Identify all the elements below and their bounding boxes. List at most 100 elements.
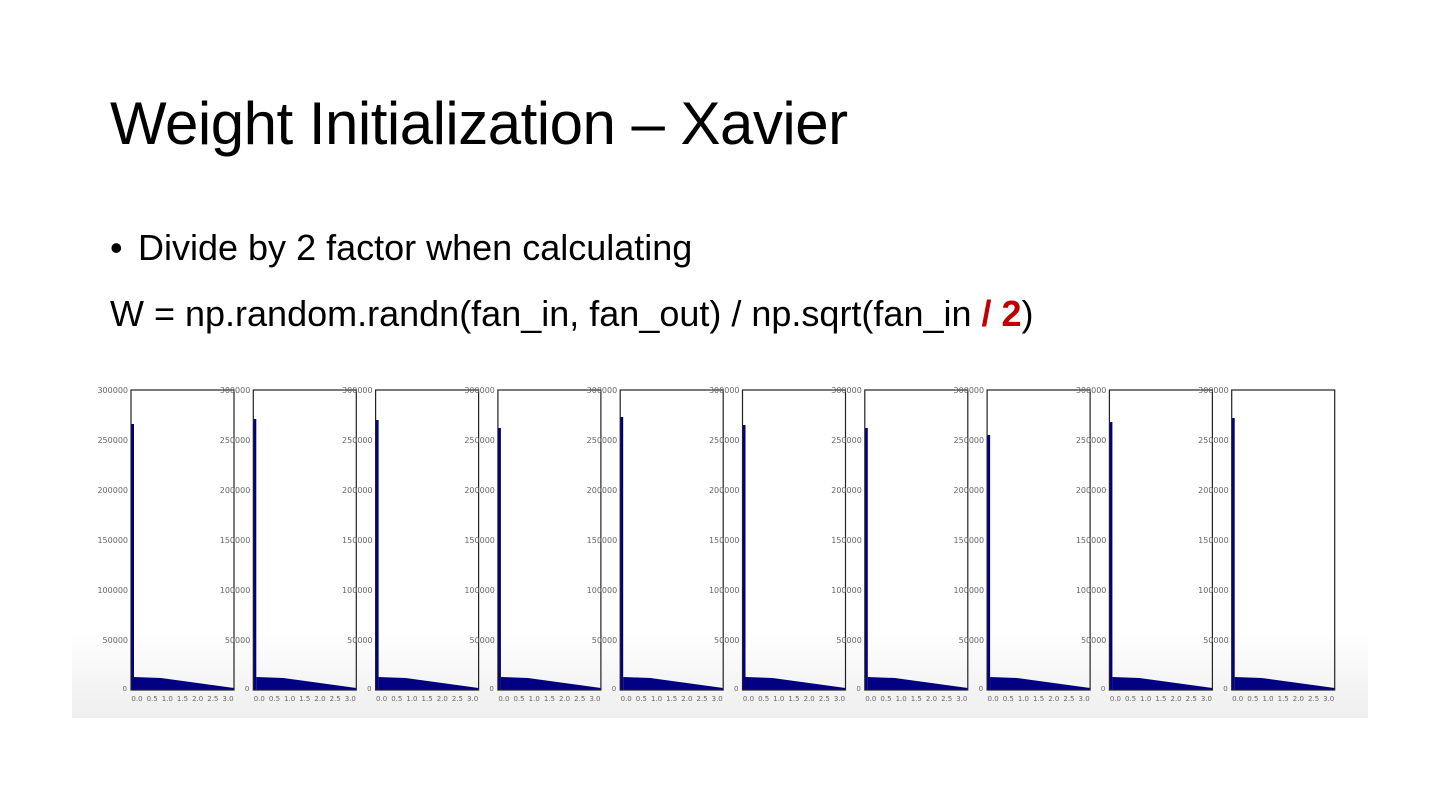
plot-frame	[497, 389, 602, 691]
x-tick-label: 3.0	[222, 695, 233, 703]
histogram-panel: 50000 100000 150000 200000 250000 300000 0 0.0 0…	[464, 386, 602, 703]
y-tick-label: 200000	[342, 486, 373, 495]
histogram-bar	[131, 424, 134, 690]
y-tick-label: 250000	[342, 436, 373, 445]
x-tick-label: 0.5	[636, 695, 647, 703]
histogram-tail	[867, 677, 968, 690]
bullet-item: • Divide by 2 factor when calculating	[110, 226, 692, 270]
histogram-tail	[745, 677, 846, 690]
histogram-bar	[864, 428, 868, 690]
y-tick-label: 0	[979, 685, 983, 693]
x-tick-label: 1.0	[406, 695, 417, 703]
histogram-panel: 50000 100000 150000 200000 250000 300000 0 0.0 0…	[831, 386, 969, 703]
plot-frame	[741, 389, 847, 691]
histogram-tail	[134, 677, 234, 690]
y-tick-label: 300000	[831, 386, 862, 395]
plot-frame	[1231, 389, 1336, 691]
y-tick-label: 100000	[831, 586, 862, 595]
x-tick-label: 2.5	[1186, 695, 1197, 703]
x-tick-label: 1.5	[788, 695, 799, 703]
x-tick-label: 0.0	[376, 695, 387, 703]
y-tick-label: 150000	[1076, 536, 1107, 545]
histogram-tail	[500, 677, 601, 690]
x-tick-label: 3.0	[956, 695, 967, 703]
y-tick-label: 50000	[469, 636, 494, 645]
x-tick-label: 2.5	[819, 695, 830, 703]
histogram-tail	[990, 677, 1091, 690]
x-tick-label: 3.0	[467, 695, 478, 703]
y-tick-label: 200000	[587, 486, 618, 495]
y-tick-label: 0	[1223, 685, 1227, 693]
histogram-bar	[497, 428, 501, 690]
y-tick-label: 300000	[709, 386, 740, 395]
y-tick-label: 250000	[464, 436, 495, 445]
y-tick-label: 100000	[342, 586, 373, 595]
x-tick-label: 2.5	[1063, 695, 1074, 703]
y-tick-label: 300000	[954, 386, 985, 395]
x-tick-label: 2.5	[1308, 695, 1319, 703]
y-tick-label: 0	[489, 685, 493, 693]
y-tick-label: 50000	[347, 636, 372, 645]
slide-title: Weight Initialization – Xavier	[110, 90, 848, 157]
histogram-panel: 50000 100000 150000 200000 250000 300000 0 0.0 0…	[342, 386, 480, 703]
x-tick-label: 0.5	[269, 695, 280, 703]
y-tick-label: 150000	[464, 536, 495, 545]
histogram-panel: 50000 100000 150000 200000 250000 300000 0 0.0 0…	[587, 386, 724, 703]
y-tick-label: 300000	[464, 386, 495, 395]
x-tick-label: 0.5	[1125, 695, 1136, 703]
x-tick-label: 2.0	[437, 695, 448, 703]
plot-frame	[619, 389, 724, 691]
bullet-text: Divide by 2 factor when calculating	[138, 227, 693, 268]
y-tick-label: 0	[123, 685, 127, 693]
x-tick-label: 2.0	[1048, 695, 1059, 703]
x-tick-label: 2.0	[192, 695, 203, 703]
histogram-bar	[1231, 418, 1235, 690]
histogram-panel: 50000 100000 150000 200000 250000 300000 0 0.0 0…	[1076, 386, 1214, 703]
x-tick-label: 1.0	[773, 695, 784, 703]
x-tick-label: 1.5	[422, 695, 433, 703]
histogram-tail	[1112, 677, 1213, 690]
x-tick-label: 1.5	[1155, 695, 1166, 703]
y-tick-label: 0	[367, 685, 371, 693]
histogram-tail	[256, 677, 357, 690]
histogram-tail	[1234, 677, 1335, 690]
x-tick-label: 1.0	[529, 695, 540, 703]
x-tick-label: 3.0	[1323, 695, 1334, 703]
y-tick-label: 100000	[464, 586, 495, 595]
y-tick-label: 250000	[709, 436, 740, 445]
y-tick-label: 150000	[342, 536, 373, 545]
code-formula: W = np.random.randn(fan_in, fan_out) / n…	[110, 292, 1034, 336]
histogram-panel: 50000 100000 150000 200000 250000 300000 0 0.0 0…	[97, 386, 235, 703]
x-tick-label: 0.0	[131, 695, 142, 703]
y-tick-label: 200000	[954, 486, 985, 495]
x-tick-label: 1.0	[896, 695, 907, 703]
plot-frame	[252, 389, 357, 691]
y-tick-label: 0	[612, 685, 616, 693]
y-tick-label: 250000	[1076, 436, 1107, 445]
plot-frame	[864, 389, 969, 691]
y-tick-label: 250000	[1198, 436, 1229, 445]
x-tick-label: 0.5	[147, 695, 158, 703]
y-tick-label: 100000	[709, 586, 740, 595]
y-tick-label: 50000	[714, 636, 739, 645]
x-tick-label: 0.5	[758, 695, 769, 703]
plot-frame	[1108, 389, 1214, 691]
y-tick-label: 250000	[954, 436, 985, 445]
y-tick-label: 50000	[592, 636, 617, 645]
histogram-panel: 50000 100000 150000 200000 250000 300000 0 0.0 0…	[1198, 386, 1336, 703]
y-tick-label: 50000	[1203, 636, 1228, 645]
histogram-bar	[620, 417, 624, 690]
x-tick-label: 2.0	[926, 695, 937, 703]
x-tick-label: 3.0	[589, 695, 600, 703]
y-tick-label: 200000	[709, 486, 740, 495]
y-tick-label: 0	[734, 685, 738, 693]
x-tick-label: 0.5	[1247, 695, 1258, 703]
y-tick-label: 0	[245, 685, 249, 693]
x-tick-label: 1.0	[284, 695, 295, 703]
y-tick-label: 150000	[954, 536, 985, 545]
x-tick-label: 2.5	[574, 695, 585, 703]
y-tick-label: 200000	[1076, 486, 1107, 495]
histogram-bar	[253, 419, 257, 690]
x-tick-label: 0.0	[1110, 695, 1121, 703]
y-tick-label: 300000	[587, 386, 618, 395]
